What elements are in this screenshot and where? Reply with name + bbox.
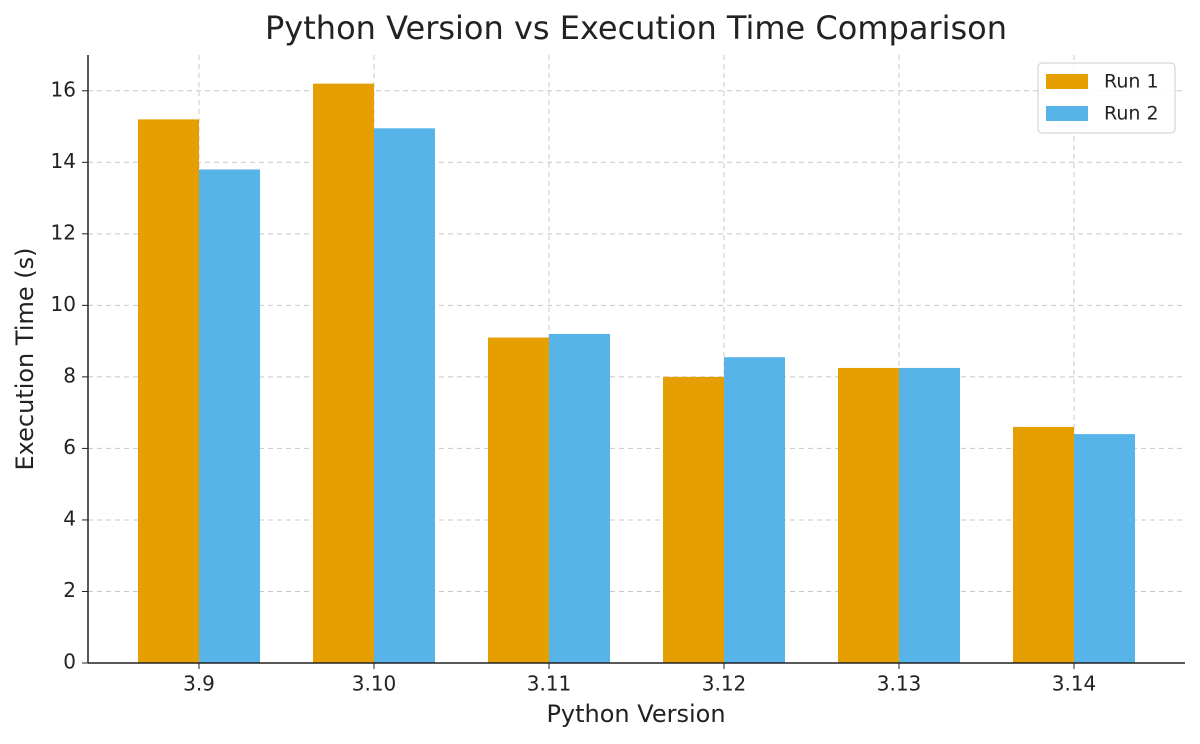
bar xyxy=(838,367,899,663)
bar xyxy=(199,169,260,663)
x-tick-label: 3.10 xyxy=(352,672,397,696)
bar xyxy=(313,83,374,664)
x-tick-label: 3.11 xyxy=(527,672,572,696)
x-tick-label: 3.9 xyxy=(183,672,215,696)
bar xyxy=(138,119,199,664)
y-tick-label: 8 xyxy=(63,363,76,387)
y-tick-label: 12 xyxy=(51,220,76,244)
y-tick-label: 14 xyxy=(51,149,76,173)
chart-title: Python Version vs Execution Time Compari… xyxy=(265,9,1007,47)
legend: Run 1 Run 2 xyxy=(1037,62,1176,134)
x-axis-label: Python Version xyxy=(546,700,725,728)
y-axis-label: Execution Time (s) xyxy=(11,248,39,471)
y-tick-label: 0 xyxy=(63,650,76,674)
legend-swatch xyxy=(1046,106,1088,121)
x-tick-label: 3.13 xyxy=(877,672,922,696)
y-tick-label: 10 xyxy=(51,292,76,316)
y-tick-label: 16 xyxy=(51,77,76,101)
bar xyxy=(1013,426,1074,663)
y-tick-label: 6 xyxy=(63,435,76,459)
x-tick-label: 3.14 xyxy=(1052,672,1097,696)
bar xyxy=(1074,434,1135,663)
legend-label: Run 1 xyxy=(1104,71,1159,93)
y-tick-label: 2 xyxy=(63,578,76,602)
bar xyxy=(488,337,549,663)
x-tick-label: 3.12 xyxy=(702,672,747,696)
bar xyxy=(724,357,785,663)
y-tick-label: 4 xyxy=(63,506,76,530)
bar xyxy=(899,367,960,663)
bar xyxy=(663,376,724,663)
bar xyxy=(374,128,435,664)
legend-label: Run 2 xyxy=(1104,103,1159,125)
legend-swatch xyxy=(1046,74,1088,89)
bar xyxy=(549,333,610,663)
